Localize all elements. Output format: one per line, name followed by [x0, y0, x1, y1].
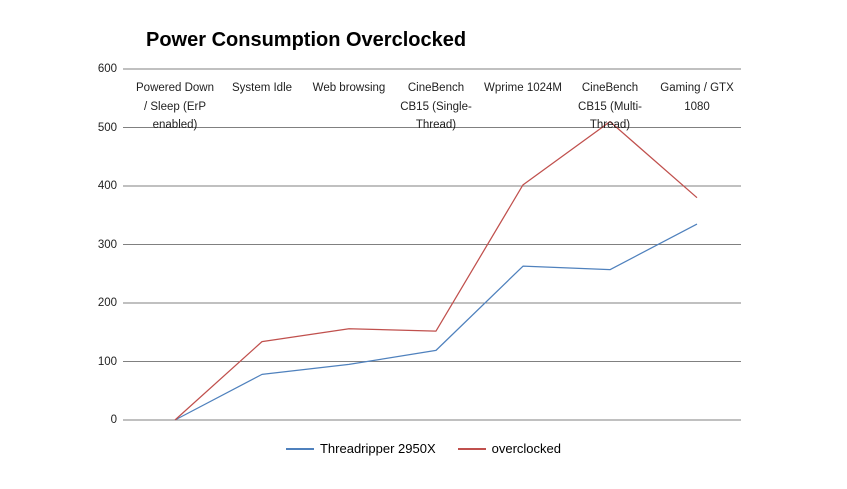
- y-axis-tick-label: 300: [97, 238, 117, 251]
- legend-item-threadripper-2950x: Threadripper 2950X: [285, 441, 436, 456]
- x-category-label-line: CB15 (Single-: [400, 100, 472, 113]
- x-category-label: CineBench CB15 (Single- Thread): [387, 79, 485, 135]
- x-category-label-line: CineBench: [407, 82, 465, 94]
- y-axis-tick-label: 400: [97, 180, 117, 192]
- legend-item-overclocked: overclocked: [457, 441, 561, 456]
- y-axis-tick-label: 0: [110, 414, 117, 426]
- legend-line-swatch-icon: [457, 447, 486, 450]
- y-axis-tick-label: 500: [97, 121, 117, 134]
- series-line-threadripper-2950x: [174, 223, 698, 421]
- x-category-label-line: 1080: [684, 100, 710, 113]
- x-category-label-line: Powered Down: [136, 82, 214, 94]
- x-category-label: Gaming / GTX 1080: [648, 79, 746, 116]
- x-category-label: System Idle: [213, 79, 311, 98]
- x-category-label-line: CB15 (Multi-: [578, 100, 642, 113]
- legend-line-swatch-icon: [285, 447, 314, 450]
- legend-label: Threadripper 2950X: [319, 441, 436, 456]
- x-category-label-line: Web browsing: [312, 82, 386, 94]
- x-category-label-line: / Sleep (ErP: [144, 100, 206, 113]
- x-category-label: Wprime 1024M: [474, 79, 572, 98]
- x-category-label-line: Wprime 1024M: [484, 82, 562, 94]
- x-category-label-line: enabled): [152, 119, 198, 131]
- series-line-overclocked: [174, 121, 698, 421]
- x-category-label: Powered Down / Sleep (ErP enabled): [126, 79, 224, 135]
- y-axis-tick-label: 200: [97, 297, 117, 309]
- y-axis-tick-label: 600: [97, 63, 117, 75]
- x-category-label: Web browsing: [300, 79, 398, 98]
- x-category-label: CineBench CB15 (Multi- Thread): [561, 79, 659, 135]
- x-category-label-line: Gaming / GTX: [660, 82, 734, 94]
- legend: Threadripper 2950X overclocked: [0, 441, 847, 456]
- y-axis-tick-label: 100: [97, 355, 117, 368]
- x-category-label-line: System Idle: [231, 82, 293, 94]
- x-category-label-line: CineBench: [581, 82, 639, 94]
- x-category-label-line: Thread): [415, 119, 457, 131]
- x-category-label-line: Thread): [589, 119, 631, 131]
- legend-label: overclocked: [491, 441, 561, 456]
- chart-title: Power Consumption Overclocked: [146, 29, 467, 51]
